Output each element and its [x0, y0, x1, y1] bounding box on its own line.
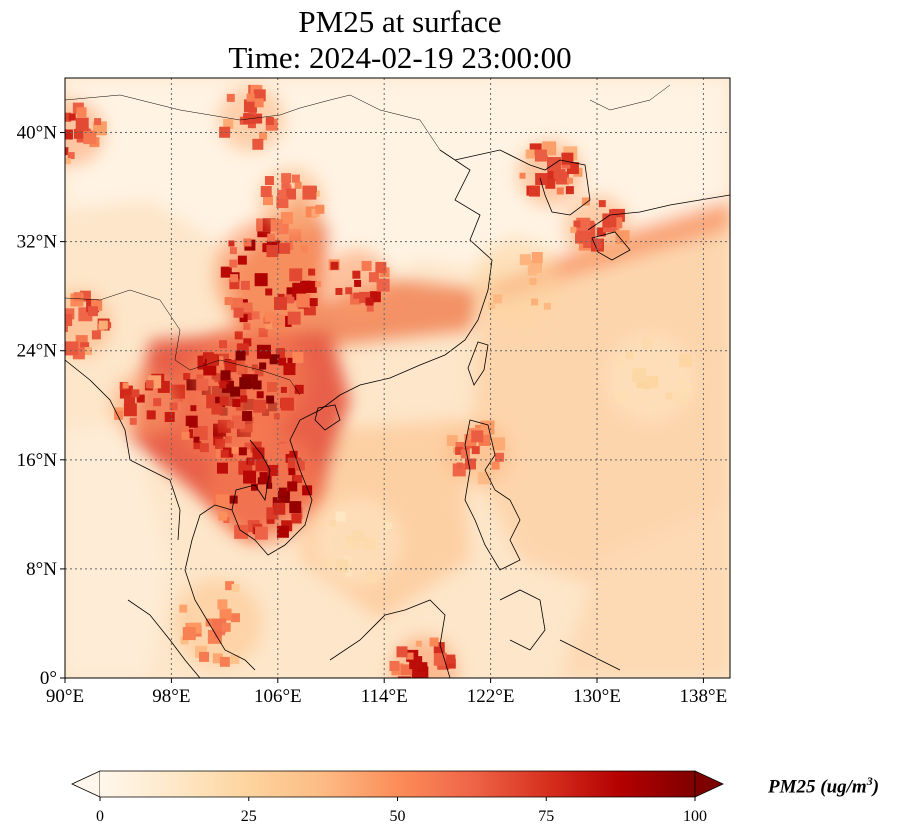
lat-tick-label: 0° [40, 668, 57, 689]
colorbar-tick-label: 75 [538, 808, 554, 825]
gridlines [65, 78, 730, 678]
lat-tick-label: 40°N [17, 123, 58, 144]
hotspot-korea [517, 140, 584, 207]
latitude-axis: 0° 8°N 16°N 24°N 32°N 40°N [17, 123, 65, 689]
colorbar-tick-label: 25 [241, 808, 257, 825]
colorbar: 0 25 50 75 100 [71, 770, 724, 825]
colorbar-tick-label: 100 [683, 808, 707, 825]
hotspot-luzon [444, 420, 511, 486]
lat-tick-label: 24°N [17, 341, 58, 362]
lon-tick-label: 90°E [46, 686, 84, 707]
colorbar-tick-label: 50 [390, 808, 406, 825]
longitude-axis: 90°E 98°E 106°E 114°E 122°E 130°E 138°E [46, 678, 727, 707]
hotspot-ocean-background-s [313, 497, 402, 586]
map-title: PM25 at surface [298, 4, 502, 39]
lat-tick-label: 32°N [17, 232, 58, 253]
hotspot-east-china-outflow [473, 238, 562, 327]
colorbar-extend-low [71, 770, 101, 798]
hotspot-myanmar [111, 372, 178, 439]
hotspot-bangladesh [65, 290, 112, 360]
hotspot-sichuan-basin [213, 218, 329, 333]
lon-tick-label: 98°E [152, 686, 190, 707]
lon-tick-label: 114°E [361, 686, 408, 707]
colorbar-extend-high [694, 770, 724, 798]
hotspot-ocean-background-ne [606, 334, 695, 422]
hotspot-north-china-plain [258, 167, 325, 235]
hotspot-cambodia-thailand [207, 429, 322, 545]
hotspot-central-china [324, 249, 391, 316]
lon-tick-label: 130°E [573, 686, 621, 707]
colorbar-tick-label: 0 [96, 808, 104, 825]
lon-tick-label: 106°E [254, 686, 302, 707]
hotspot-inner-mongolia [218, 84, 285, 152]
map-time-subtitle: Time: 2024-02-19 23:00:00 [228, 40, 572, 75]
hotspot-tibet-west [65, 99, 107, 166]
lon-tick-label: 138°E [680, 686, 728, 707]
lat-tick-label: 16°N [17, 450, 58, 471]
colorbar-label: PM25 (ug/m3) [768, 774, 880, 798]
lat-tick-label: 8°N [26, 559, 57, 580]
hotspot-malaya [173, 579, 262, 668]
map-frame [64, 77, 731, 679]
colorbar-gradient [100, 771, 695, 797]
hotspot-north-laos [194, 320, 309, 436]
lon-tick-label: 122°E [467, 686, 515, 707]
